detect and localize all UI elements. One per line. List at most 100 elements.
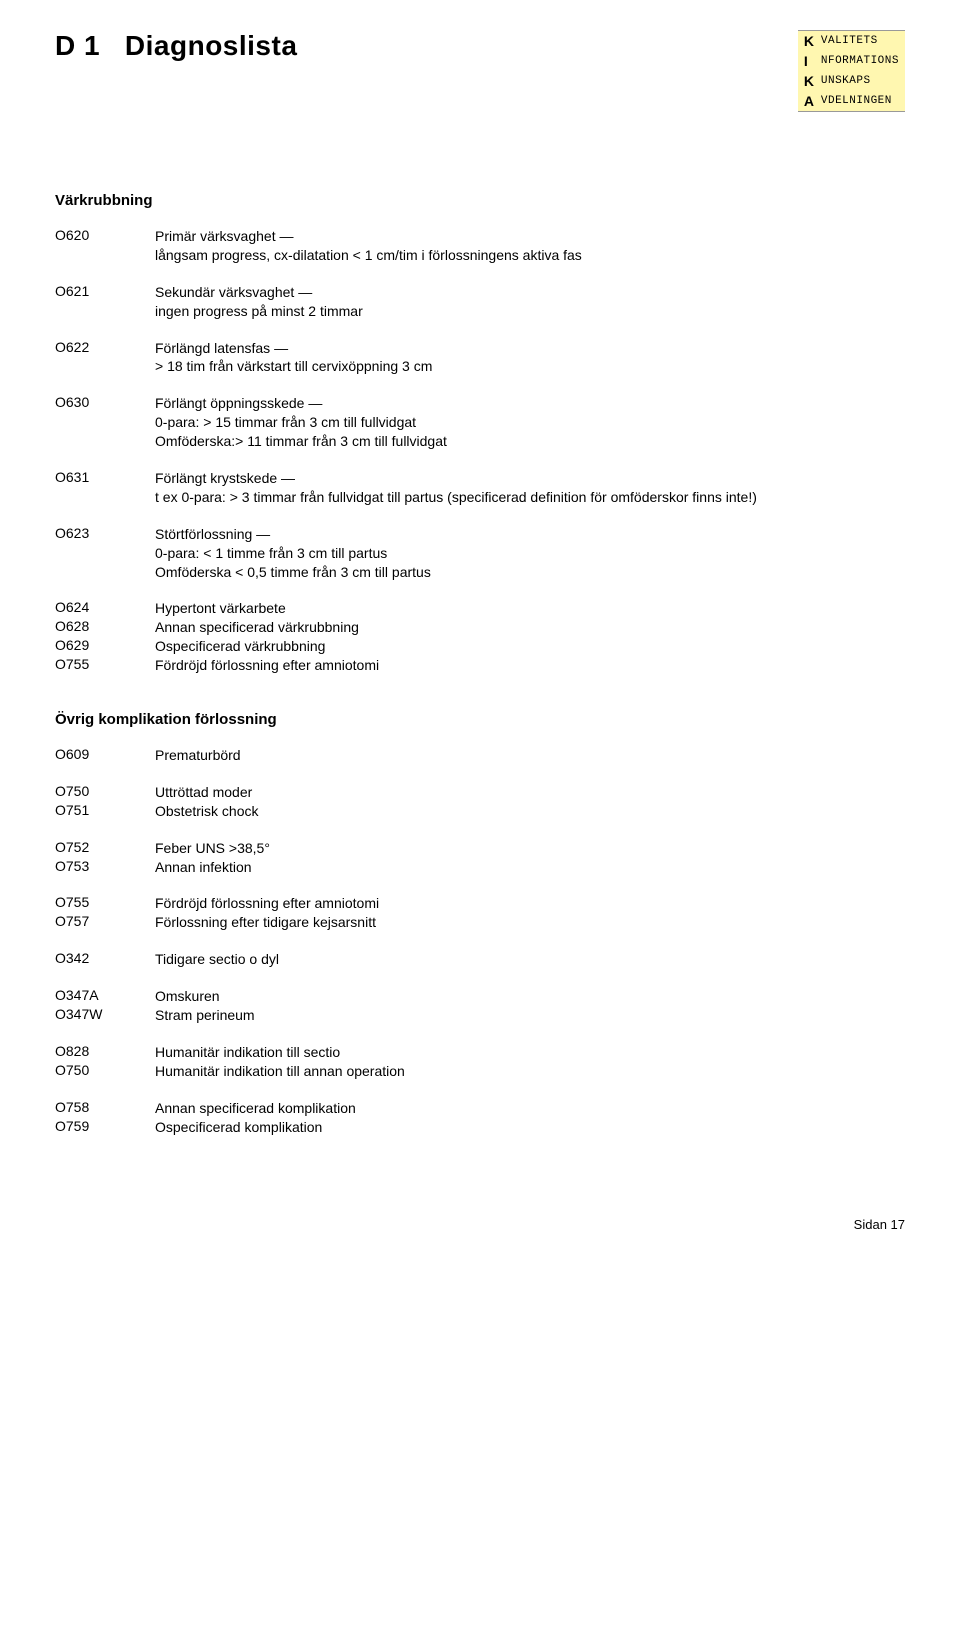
diagnosis-entry: O609Prematurbörd — [55, 746, 905, 765]
title-text: Diagnoslista — [125, 30, 297, 61]
diagnosis-desc: Annan specificerad komplikation — [155, 1099, 905, 1118]
diagnosis-code: O620 — [55, 227, 155, 265]
diagnosis-entry: O752Feber UNS >38,5° — [55, 839, 905, 858]
diagnosis-group: O342Tidigare sectio o dyl — [55, 950, 905, 969]
diagnosis-desc: Uttröttad moder — [155, 783, 905, 802]
diagnosis-entry: O755Fördröjd förlossning efter amniotomi — [55, 656, 905, 675]
diagnosis-desc: Humanitär indikation till annan operatio… — [155, 1062, 905, 1081]
diagnosis-desc: Primär värksvaghet —långsam progress, cx… — [155, 227, 905, 265]
diagnosis-group: O750Uttröttad moderO751Obstetrisk chock — [55, 783, 905, 821]
diagnosis-code: O624 — [55, 599, 155, 618]
diagnosis-entry: O750Uttröttad moder — [55, 783, 905, 802]
diagnosis-entry: O753Annan infektion — [55, 858, 905, 877]
diagnosis-desc: Fördröjd förlossning efter amniotomi — [155, 656, 905, 675]
kika-row: K VALITETS — [798, 31, 905, 51]
diagnosis-code: O609 — [55, 746, 155, 765]
diagnosis-code: O755 — [55, 894, 155, 913]
diagnosis-entry: O347WStram perineum — [55, 1006, 905, 1025]
diagnosis-code: O757 — [55, 913, 155, 932]
diagnosis-code: O758 — [55, 1099, 155, 1118]
diagnosis-code: O755 — [55, 656, 155, 675]
kika-letter: I — [804, 53, 816, 69]
diagnosis-entry: O622Förlängd latensfas —> 18 tim från vä… — [55, 339, 905, 377]
diagnosis-code: O753 — [55, 858, 155, 877]
diagnosis-desc: Ospecificerad värkrubbning — [155, 637, 905, 656]
diagnosis-desc: Sekundär värksvaghet —ingen progress på … — [155, 283, 905, 321]
section-title-varkrubbning: Värkrubbning — [55, 192, 905, 209]
diagnosis-entry: O759Ospecificerad komplikation — [55, 1118, 905, 1137]
diagnosis-code: O342 — [55, 950, 155, 969]
title-code: D 1 — [55, 30, 100, 61]
section-title-ovrig: Övrig komplikation förlossning — [55, 711, 905, 728]
kika-row: I NFORMATIONS — [798, 51, 905, 71]
diagnosis-code: O631 — [55, 469, 155, 507]
diagnosis-entry: O629Ospecificerad värkrubbning — [55, 637, 905, 656]
diagnosis-desc: Förlängt öppningsskede —0-para: > 15 tim… — [155, 394, 905, 451]
diagnosis-desc: Förlängt krystskede —t ex 0-para: > 3 ti… — [155, 469, 905, 507]
diagnosis-entry: O620Primär värksvaghet —långsam progress… — [55, 227, 905, 265]
diagnosis-desc: Störtförlossning —0-para: < 1 timme från… — [155, 525, 905, 582]
diagnosis-code: O621 — [55, 283, 155, 321]
diagnosis-entry: O758Annan specificerad komplikation — [55, 1099, 905, 1118]
diagnosis-entry: O750Humanitär indikation till annan oper… — [55, 1062, 905, 1081]
diagnosis-entry: O623Störtförlossning —0-para: < 1 timme … — [55, 525, 905, 582]
diagnosis-entry: O630Förlängt öppningsskede —0-para: > 15… — [55, 394, 905, 451]
kika-row: A VDELNINGEN — [798, 91, 905, 111]
diagnosis-desc: Annan infektion — [155, 858, 905, 877]
diagnosis-entry: O631Förlängt krystskede —t ex 0-para: > … — [55, 469, 905, 507]
diagnosis-group: O828Humanitär indikation till sectioO750… — [55, 1043, 905, 1081]
diagnosis-code: O622 — [55, 339, 155, 377]
diagnosis-entry: O755Fördröjd förlossning efter amniotomi — [55, 894, 905, 913]
diagnosis-group: O758Annan specificerad komplikationO759O… — [55, 1099, 905, 1137]
diagnosis-entry: O828Humanitär indikation till sectio — [55, 1043, 905, 1062]
diagnosis-code: O347W — [55, 1006, 155, 1025]
diagnosis-code: O623 — [55, 525, 155, 582]
diagnosis-group: O347AOmskurenO347WStram perineum — [55, 987, 905, 1025]
diagnosis-desc: Förlängd latensfas —> 18 tim från värkst… — [155, 339, 905, 377]
diagnosis-code: O759 — [55, 1118, 155, 1137]
diagnosis-desc: Hypertont värkarbete — [155, 599, 905, 618]
kika-word: UNSKAPS — [821, 75, 871, 87]
page-title: D 1 Diagnoslista — [55, 30, 297, 62]
kika-logo: K VALITETS I NFORMATIONS K UNSKAPS A VDELNIN… — [798, 30, 905, 112]
diagnosis-group: O752Feber UNS >38,5°O753Annan infektion — [55, 839, 905, 877]
diagnosis-desc: Tidigare sectio o dyl — [155, 950, 905, 969]
diagnosis-code: O828 — [55, 1043, 155, 1062]
kika-row: K UNSKAPS — [798, 71, 905, 91]
kika-letter: K — [804, 33, 816, 49]
diagnosis-desc: Prematurbörd — [155, 746, 905, 765]
diagnosis-code: O751 — [55, 802, 155, 821]
diagnosis-desc: Humanitär indikation till sectio — [155, 1043, 905, 1062]
kika-letter: A — [804, 93, 816, 109]
diagnosis-entry: O628Annan specificerad värkrubbning — [55, 618, 905, 637]
diagnosis-code: O347A — [55, 987, 155, 1006]
diagnosis-desc: Fördröjd förlossning efter amniotomi — [155, 894, 905, 913]
diagnosis-code: O628 — [55, 618, 155, 637]
diagnosis-desc: Ospecificerad komplikation — [155, 1118, 905, 1137]
diagnosis-entry: O621Sekundär värksvaghet —ingen progress… — [55, 283, 905, 321]
diagnosis-entry: O751Obstetrisk chock — [55, 802, 905, 821]
header-row: D 1 Diagnoslista K VALITETS I NFORMATIONS … — [55, 30, 905, 112]
kika-letter: K — [804, 73, 816, 89]
diagnosis-code: O752 — [55, 839, 155, 858]
diagnosis-desc: Omskuren — [155, 987, 905, 1006]
diagnosis-group: O755Fördröjd förlossning efter amniotomi… — [55, 894, 905, 932]
diagnosis-code: O629 — [55, 637, 155, 656]
diagnosis-code: O750 — [55, 1062, 155, 1081]
kika-word: NFORMATIONS — [821, 55, 899, 67]
diagnosis-group: O609Prematurbörd — [55, 746, 905, 765]
diagnosis-code: O630 — [55, 394, 155, 451]
diagnosis-code: O750 — [55, 783, 155, 802]
diagnosis-desc: Obstetrisk chock — [155, 802, 905, 821]
diagnosis-entry: O624Hypertont värkarbete — [55, 599, 905, 618]
diagnosis-desc: Annan specificerad värkrubbning — [155, 618, 905, 637]
diagnosis-entry: O342Tidigare sectio o dyl — [55, 950, 905, 969]
diagnosis-entry: O757Förlossning efter tidigare kejsarsni… — [55, 913, 905, 932]
page-footer: Sidan 17 — [55, 1217, 905, 1232]
diagnosis-desc: Stram perineum — [155, 1006, 905, 1025]
diagnosis-entry: O347AOmskuren — [55, 987, 905, 1006]
diagnosis-desc: Feber UNS >38,5° — [155, 839, 905, 858]
kika-word: VALITETS — [821, 35, 878, 47]
kika-word: VDELNINGEN — [821, 95, 892, 107]
diagnosis-desc: Förlossning efter tidigare kejsarsnitt — [155, 913, 905, 932]
